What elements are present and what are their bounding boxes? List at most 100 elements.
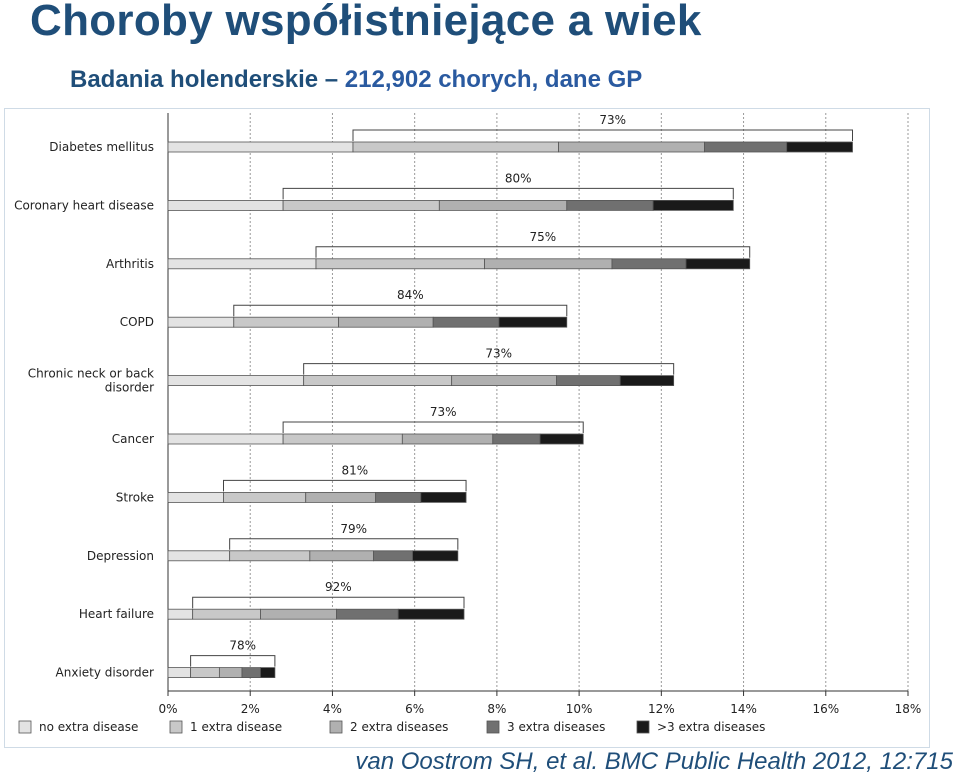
bar-segment: [167, 200, 284, 211]
bar-segment: [167, 316, 235, 328]
x-tick-label: 2%: [241, 702, 260, 716]
bracket-label: 81%: [341, 463, 368, 477]
comorbidity-bracket: [282, 421, 584, 433]
x-tick-label: 12%: [648, 702, 675, 716]
comorbidity-bracket: [190, 655, 276, 667]
bar-segment: [192, 608, 261, 620]
legend-label: 3 extra diseases: [507, 720, 605, 734]
bar-segment: [352, 141, 559, 153]
bracket-label: 73%: [430, 405, 457, 419]
bar-segment: [401, 433, 494, 445]
x-tick-label: 10%: [566, 702, 593, 716]
bar-segment: [260, 667, 276, 678]
page-title: Choroby współistniejące a wiek: [30, 0, 702, 45]
x-tick-label: 4%: [323, 702, 342, 716]
bar-segment: [484, 258, 613, 270]
x-tick-label: 6%: [405, 702, 424, 716]
bar-segment: [786, 141, 853, 153]
bar-segment: [558, 141, 705, 153]
comorbidity-bracket: [229, 538, 459, 550]
category-label: Diabetes mellitus: [49, 140, 154, 154]
bar-segment: [167, 433, 284, 445]
bar-segment: [704, 141, 788, 153]
bar-segment: [233, 316, 340, 328]
bar-segment: [373, 550, 414, 562]
bar-segment: [309, 550, 374, 562]
bar-segment: [167, 258, 317, 270]
bar-segment: [539, 433, 584, 445]
bracket-label: 73%: [599, 113, 626, 127]
bar-segment: [167, 550, 231, 562]
legend-label: 2 extra diseases: [350, 720, 448, 734]
bar-segment: [167, 667, 192, 678]
bar-segment: [167, 491, 224, 503]
bracket-label: 84%: [397, 288, 424, 302]
legend-label: >3 extra diseases: [657, 720, 765, 734]
bar-segment: [556, 375, 621, 387]
x-tick-label: 8%: [487, 702, 506, 716]
bar-segment: [498, 316, 568, 328]
x-tick-label: 14%: [730, 702, 757, 716]
multimorbidity-chart: 0% 2% 4% 6% 8% 10% 12% 14% 16% 18% Diabetes mellit…: [14, 113, 921, 734]
category-label: Stroke: [116, 490, 154, 504]
category-label: COPD: [120, 315, 154, 329]
bar-segment: [223, 491, 307, 503]
category-label: Cancer: [112, 432, 154, 446]
bar-segment: [190, 667, 220, 678]
bracket-label: 79%: [340, 522, 367, 536]
comorbidity-bracket: [352, 129, 853, 141]
bar-segment: [375, 491, 422, 503]
bar-segment: [315, 258, 485, 270]
comorbidity-bracket: [233, 304, 568, 317]
bar-segment: [241, 667, 261, 678]
bracket-label: 73%: [485, 347, 512, 361]
bar-segment: [397, 608, 465, 620]
comorbidity-bracket: [315, 246, 751, 258]
bar-segment: [260, 608, 337, 620]
subtitle-source: Badania holenderskie –: [70, 66, 339, 93]
legend-swatch: [18, 720, 32, 734]
bar-segment: [167, 375, 305, 387]
bar-segment: [229, 550, 311, 562]
x-tick-label: 0%: [158, 702, 177, 716]
bar-segment: [451, 375, 557, 387]
x-tick-label: 16%: [812, 702, 839, 716]
category-label: Coronary heart disease: [14, 198, 154, 212]
comorbidity-bracket: [223, 479, 467, 492]
bar-segment: [338, 316, 434, 328]
category-label: Anxiety disorder: [56, 666, 155, 680]
bracket-label: 80%: [505, 171, 532, 185]
bar-segment: [492, 433, 541, 445]
page-subtitle: Badania holenderskie – 212,902 chorych, …: [70, 66, 642, 94]
bar-segment: [167, 141, 354, 153]
comorbidity-bracket: [192, 596, 465, 609]
bar-segment: [282, 200, 440, 211]
category-label: Chronic neck or back disorder: [28, 367, 154, 395]
comorbidity-bracket: [303, 363, 675, 375]
category-label: Heart failure: [79, 607, 154, 621]
bracket-label: 75%: [530, 230, 557, 244]
bar-segment: [218, 667, 243, 678]
legend-swatch: [169, 720, 183, 734]
bar-segment: [336, 608, 399, 620]
bar-segment: [167, 608, 194, 620]
legend-swatch: [486, 720, 500, 734]
bar-segment: [566, 200, 654, 211]
comorbidity-bracket: [282, 187, 734, 200]
legend-label: no extra disease: [39, 720, 138, 734]
legend-swatch: [329, 720, 343, 734]
bar-segment: [685, 258, 751, 270]
bar-segment: [438, 200, 568, 211]
bar-segment: [652, 200, 734, 211]
bracket-label: 78%: [229, 639, 256, 653]
bar-segment: [432, 316, 500, 328]
category-label: Arthritis: [106, 257, 154, 271]
legend-swatch: [636, 720, 650, 734]
bar-segment: [420, 491, 467, 503]
bar-segment: [619, 375, 675, 387]
bar-segment: [282, 433, 403, 445]
bar-segment: [303, 375, 453, 387]
chart-frame: 0% 2% 4% 6% 8% 10% 12% 14% 16% 18% Diabetes mellit…: [4, 108, 930, 748]
bar-segment: [611, 258, 687, 270]
subtitle-detail: 212,902 chorych, dane GP: [344, 66, 643, 93]
